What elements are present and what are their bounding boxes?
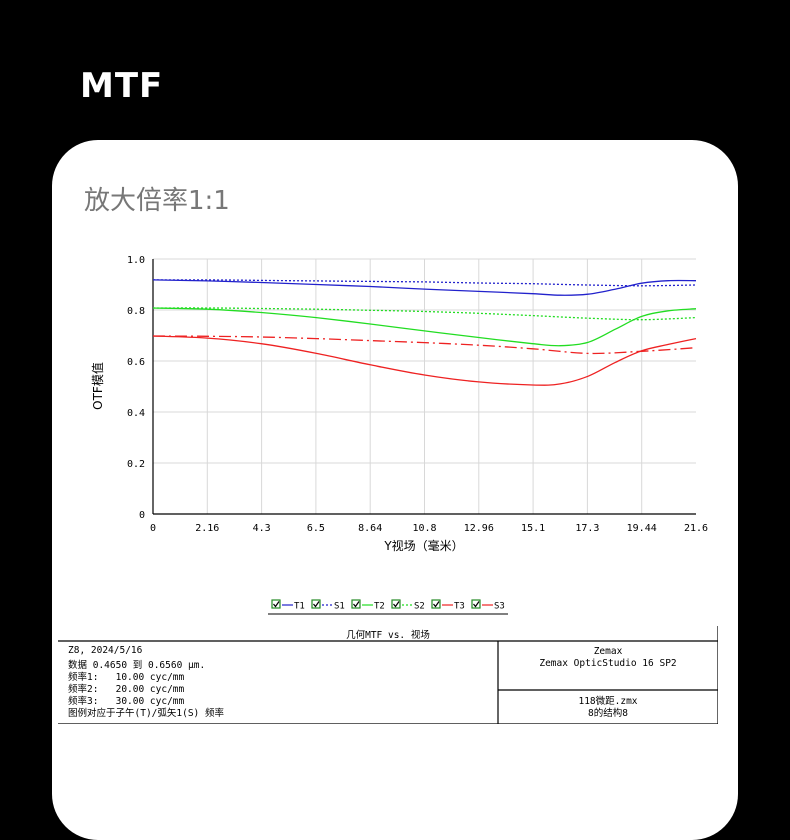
legend-check-icon [313, 601, 320, 608]
legend-label: T3 [454, 602, 465, 612]
info-line: 频率1: 10.00 cyc/mm [68, 672, 185, 683]
info-config: 8的结构8 [588, 708, 628, 719]
y-tick-label: 1.0 [127, 255, 145, 266]
info-line: Z8, 2024/5/16 [68, 645, 143, 656]
x-tick-label: 15.1 [521, 523, 545, 534]
legend-checkbox-icon [391, 599, 401, 609]
chart-legend: T1 S1 T2 S2 T3 S3 [271, 599, 505, 612]
x-tick-label: 17.3 [575, 523, 599, 534]
legend-check-icon [273, 601, 280, 608]
info-line: 频率3: 30.00 cyc/mm [68, 696, 185, 707]
info-line: 频率2: 20.00 cyc/mm [68, 684, 185, 695]
series-line-t2 [152, 307, 697, 347]
x-tick-label: 10.8 [412, 523, 436, 534]
info-software: Zemax [593, 646, 623, 657]
legend-check-icon [393, 601, 400, 608]
legend-checkbox-icon [311, 599, 321, 609]
chart-series [152, 279, 697, 386]
x-axis-label: Y视场（毫米） [383, 538, 463, 553]
x-tick-label: 8.64 [358, 523, 382, 534]
x-tick-label: 4.3 [253, 523, 271, 534]
card-title: 放大倍率1:1 [84, 186, 230, 216]
legend-check-icon [353, 601, 360, 608]
y-axis-label: OTF模值 [90, 362, 105, 410]
legend-label: T2 [374, 602, 385, 612]
chart-ticks: 0 2.16 4.3 6.5 8.64 10.8 12.96 15.1 17.3 19.44 21.… [127, 255, 708, 534]
legend-label: S2 [414, 602, 425, 612]
legend-checkbox-icon [271, 599, 281, 609]
legend-label: T1 [294, 602, 305, 612]
x-tick-label: 12.96 [464, 523, 494, 534]
y-tick-label: 0.8 [127, 306, 145, 317]
info-title: 几何MTF vs. 视场 [346, 630, 430, 641]
info-line: 数据 0.4650 到 0.6560 μm. [68, 660, 206, 671]
series-line-t1 [152, 279, 697, 296]
legend-checkbox-icon [431, 599, 441, 609]
info-line: 图例对应于子午(T)/弧矢1(S) 频率 [68, 708, 224, 719]
info-software-version: Zemax OpticStudio 16 SP2 [539, 658, 677, 669]
legend-label: S1 [334, 602, 345, 612]
legend-check-icon [433, 601, 440, 608]
legend-checkbox-icon [471, 599, 481, 609]
y-tick-label: 0.2 [127, 459, 145, 470]
series-line-s2 [152, 307, 697, 321]
x-tick-label: 21.6 [684, 523, 708, 534]
mtf-chart: 0 2.16 4.3 6.5 8.64 10.8 12.96 15.1 17.3 19.44 21.… [90, 255, 708, 615]
chart-axes [152, 259, 696, 515]
series-line-s3 [152, 335, 697, 355]
info-box: 几何MTF vs. 视场 Z8, 2024/5/16 数据 0.4650 到 0… [58, 626, 718, 724]
chart-grid [153, 258, 696, 514]
x-tick-label: 0 [150, 523, 156, 534]
y-tick-label: 0.4 [127, 408, 145, 419]
y-tick-label: 0.6 [127, 357, 145, 368]
chart-card [52, 140, 738, 840]
legend-checkbox-icon [351, 599, 361, 609]
page-title: MTF [80, 66, 164, 106]
y-tick-label: 0 [139, 510, 145, 521]
legend-label: S3 [494, 602, 505, 612]
x-tick-label: 6.5 [307, 523, 325, 534]
x-tick-label: 2.16 [195, 523, 219, 534]
x-tick-label: 19.44 [627, 523, 657, 534]
series-line-s1 [152, 279, 697, 287]
info-file: 118微距.zmx [578, 696, 638, 707]
legend-check-icon [473, 601, 480, 608]
